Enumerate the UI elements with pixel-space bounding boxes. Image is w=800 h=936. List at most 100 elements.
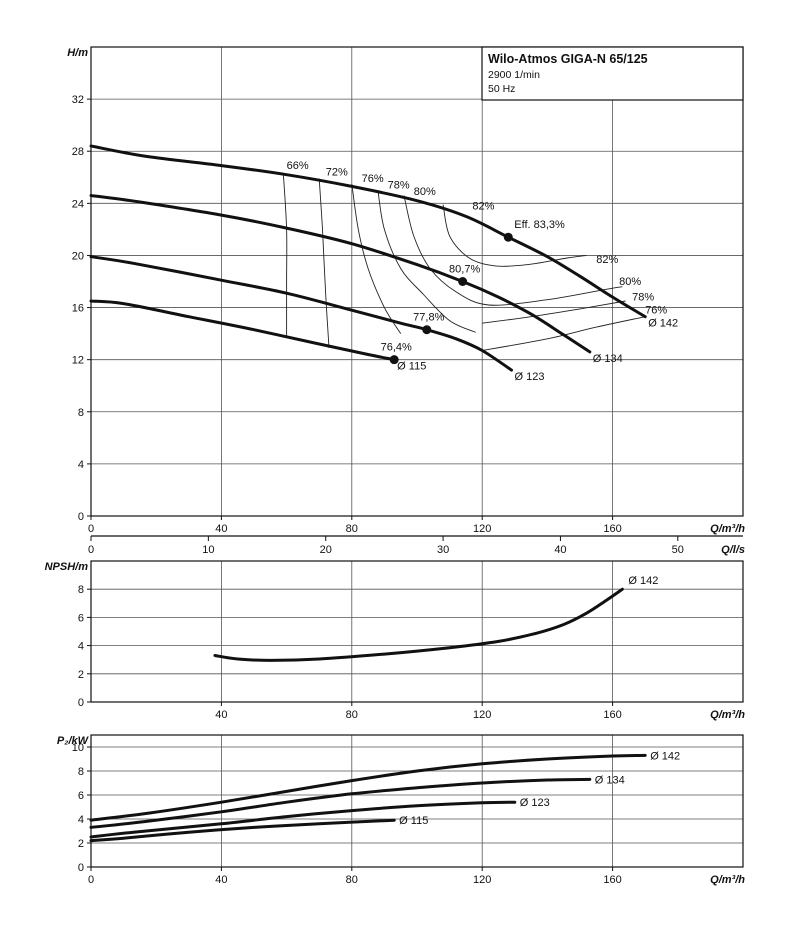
y-tick-label: 4	[78, 814, 84, 826]
head-curve-label: Ø 142	[648, 318, 678, 330]
y-axis-label: NPSH/m	[45, 561, 89, 573]
power-panel: 0 2 4 6 8 10 0 40 80 120 160 P₂/kW Q/m³/h Ø 142 Ø 134 Ø…	[57, 734, 745, 886]
y-tick-label: 20	[72, 250, 84, 262]
y-tick-label: 0	[78, 697, 84, 709]
npsh-curve	[213, 587, 624, 662]
best-efficiency-point	[503, 232, 513, 242]
title-box	[481, 46, 744, 101]
power-curve-label: Ø 123	[520, 797, 550, 809]
iso-efficiency-label: 80%	[414, 186, 436, 198]
power-curve-label: Ø 115	[399, 815, 428, 827]
y-tick-label: 2	[78, 669, 84, 681]
flow-ls-tick-label: 20	[320, 544, 332, 556]
y-tick-label: 4	[78, 641, 84, 653]
y-tick-label: 24	[72, 198, 84, 210]
x-tick-label: 160	[603, 523, 621, 535]
x-tick-label: 80	[346, 874, 358, 886]
y-axis-label: P₂/kW	[57, 735, 90, 747]
iso-efficiency-line	[403, 195, 623, 306]
flow-ls-tick-label: 50	[672, 544, 684, 556]
y-tick-label: 6	[78, 790, 84, 802]
y-tick-label: 12	[72, 355, 84, 367]
best-efficiency-point	[389, 355, 399, 365]
head-curve	[89, 299, 396, 362]
x-tick-label: 80	[346, 709, 358, 721]
iso-efficiency-label: 78%	[632, 292, 654, 304]
x-tick-label: 40	[215, 709, 227, 721]
flow-ls-tick-label: 40	[554, 544, 566, 556]
iso-efficiency-label: 76%	[362, 173, 384, 185]
best-efficiency-label: 77,8%	[413, 312, 444, 324]
iso-efficiency-line	[482, 316, 646, 351]
x-tick-label: 0	[88, 874, 94, 886]
chart-subtitle: 50 Hz	[488, 83, 515, 95]
flow-ls-axis: 0 10 20 30 40 50 Q/l/s	[88, 535, 745, 556]
iso-efficiency-label: 66%	[287, 160, 309, 172]
plot-frame	[90, 46, 744, 517]
power-curve-label: Ø 142	[650, 750, 680, 762]
head-curve	[89, 194, 592, 354]
chart-subtitle: 2900 1/min	[488, 69, 540, 81]
head-curve-label: Ø 134	[593, 353, 623, 365]
x-axis-label: Q/m³/h	[710, 709, 745, 721]
power-curve-label: Ø 134	[595, 774, 625, 786]
iso-efficiency-label: 82%	[596, 254, 618, 266]
x-tick-label: 40	[215, 523, 227, 535]
head-curve-label: Ø 123	[515, 371, 545, 383]
x-tick-label: 160	[603, 874, 621, 886]
y-tick-label: 6	[78, 612, 84, 624]
x-axis-label: Q/m³/h	[710, 874, 745, 886]
y-tick-label: 0	[78, 862, 84, 874]
iso-efficiency-line	[351, 183, 402, 334]
power-curve	[89, 800, 517, 839]
power-curve	[89, 777, 592, 829]
x-axis-label: Q/m³/h	[710, 523, 745, 535]
y-axis-label: H/m	[67, 47, 88, 59]
plot-frame	[90, 734, 744, 868]
iso-efficiency-label: 82%	[472, 200, 494, 212]
head-panel: 0 4 8 12 16 20 24 28 32 0 40 80 120 160 H/m Q/m³/h Ø 142…	[67, 46, 745, 535]
y-tick-label: 8	[78, 766, 84, 778]
power-curve	[89, 818, 396, 843]
best-efficiency-label: Eff. 83,3%	[514, 219, 565, 231]
best-efficiency-point	[458, 277, 468, 286]
flow-ls-tick-label: 0	[88, 544, 94, 556]
head-curve	[89, 144, 647, 319]
y-tick-label: 8	[78, 407, 84, 419]
y-tick-label: 32	[72, 94, 84, 106]
x-tick-label: 0	[88, 523, 94, 535]
y-tick-label: 4	[78, 459, 84, 471]
x-tick-label: 80	[346, 523, 358, 535]
iso-efficiency-label: 80%	[619, 276, 641, 288]
best-efficiency-point	[422, 325, 432, 335]
y-tick-label: 10	[72, 742, 84, 754]
y-tick-label: 2	[78, 838, 84, 850]
y-tick-label: 28	[72, 146, 84, 158]
npsh-panel: 0 2 4 6 8 40 80 120 160 NPSH/m Q/m³/h Ø 142	[45, 560, 745, 721]
y-tick-label: 16	[72, 303, 84, 315]
best-efficiency-label: 76,4%	[381, 342, 412, 354]
chart-title: Wilo-Atmos GIGA-N 65/125	[488, 52, 648, 66]
x-tick-label: 40	[215, 874, 227, 886]
best-efficiency-label: 80,7%	[449, 264, 480, 276]
iso-efficiency-line	[282, 173, 288, 338]
y-tick-label: 8	[78, 584, 84, 596]
iso-efficiency-label: 72%	[326, 167, 348, 179]
npsh-curve-label: Ø 142	[628, 575, 658, 587]
flow-ls-axis-label: Q/l/s	[721, 544, 745, 556]
head-curve-label: Ø 115	[397, 361, 426, 373]
x-tick-label: 120	[473, 709, 491, 721]
x-tick-label: 120	[473, 523, 491, 535]
iso-efficiency-label: 78%	[388, 180, 410, 192]
iso-efficiency-line	[442, 204, 587, 267]
x-tick-label: 160	[603, 709, 621, 721]
flow-ls-tick-label: 30	[437, 544, 449, 556]
iso-efficiency-line	[377, 190, 476, 333]
iso-efficiency-line	[318, 178, 330, 348]
x-tick-label: 120	[473, 874, 491, 886]
iso-efficiency-label: 76%	[645, 305, 667, 317]
y-tick-label: 0	[78, 511, 84, 523]
flow-ls-tick-label: 10	[202, 544, 214, 556]
power-curve	[89, 753, 647, 822]
